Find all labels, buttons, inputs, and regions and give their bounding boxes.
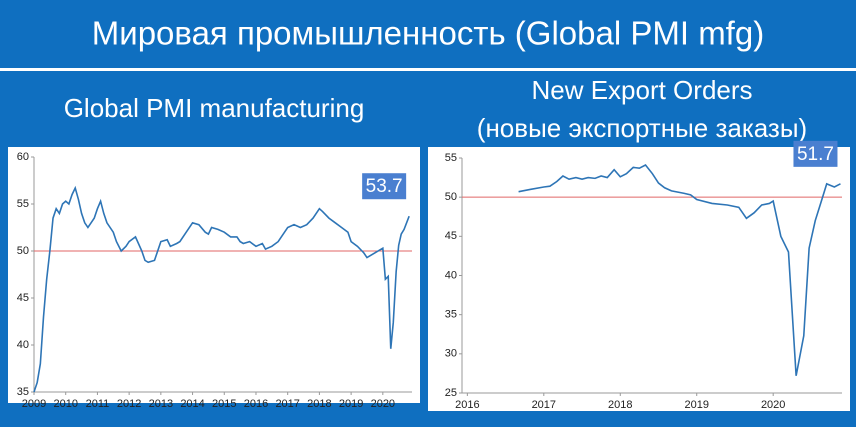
y-tick-label: 35: [445, 309, 457, 321]
x-tick-label: 2013: [149, 398, 173, 410]
y-tick-label: 50: [17, 245, 29, 257]
chart-title: New Export Orders: [531, 75, 752, 105]
data-line: [518, 164, 841, 376]
y-tick-label: 60: [17, 151, 29, 163]
x-tick-label: 2017: [532, 399, 556, 411]
y-tick-label: 35: [17, 386, 29, 398]
x-tick-label: 2018: [608, 399, 632, 411]
x-tick-label: 2017: [275, 398, 299, 410]
x-tick-label: 2018: [307, 398, 331, 410]
data-line: [33, 185, 410, 393]
y-tick-label: 25: [445, 387, 457, 399]
slide-title: Мировая промышленность (Global PMI mfg): [92, 15, 764, 52]
chart-subtitle: (новые экспортные заказы): [477, 113, 807, 143]
chart-panel: [428, 147, 850, 411]
divider: [0, 68, 856, 71]
x-tick-label: 2014: [180, 398, 204, 410]
chart-panel: [8, 147, 420, 403]
y-tick-label: 40: [445, 269, 457, 281]
x-tick-label: 2019: [684, 399, 708, 411]
y-tick-label: 55: [17, 198, 29, 210]
x-tick-label: 2020: [371, 398, 395, 410]
x-tick-label: 2012: [117, 398, 141, 410]
annotation-box: [362, 173, 407, 200]
chart-title: Global PMI manufacturing: [64, 93, 365, 123]
x-tick-label: 2016: [244, 398, 268, 410]
x-tick-label: 2020: [761, 399, 785, 411]
annotation-box: [793, 140, 838, 167]
x-tick-label: 2015: [212, 398, 236, 410]
y-tick-label: 50: [445, 191, 457, 203]
y-tick-label: 45: [17, 292, 29, 304]
annotation: 51.7: [797, 144, 834, 165]
x-tick-label: 2009: [22, 398, 46, 410]
x-tick-label: 2010: [53, 398, 77, 410]
x-tick-label: 2016: [455, 399, 479, 411]
y-tick-label: 45: [445, 230, 457, 242]
y-tick-label: 40: [17, 339, 29, 351]
x-tick-label: 2019: [339, 398, 363, 410]
y-tick-label: 55: [445, 152, 457, 164]
y-tick-label: 30: [445, 348, 457, 360]
annotation: 53.7: [366, 176, 403, 197]
x-tick-label: 2011: [86, 398, 110, 410]
